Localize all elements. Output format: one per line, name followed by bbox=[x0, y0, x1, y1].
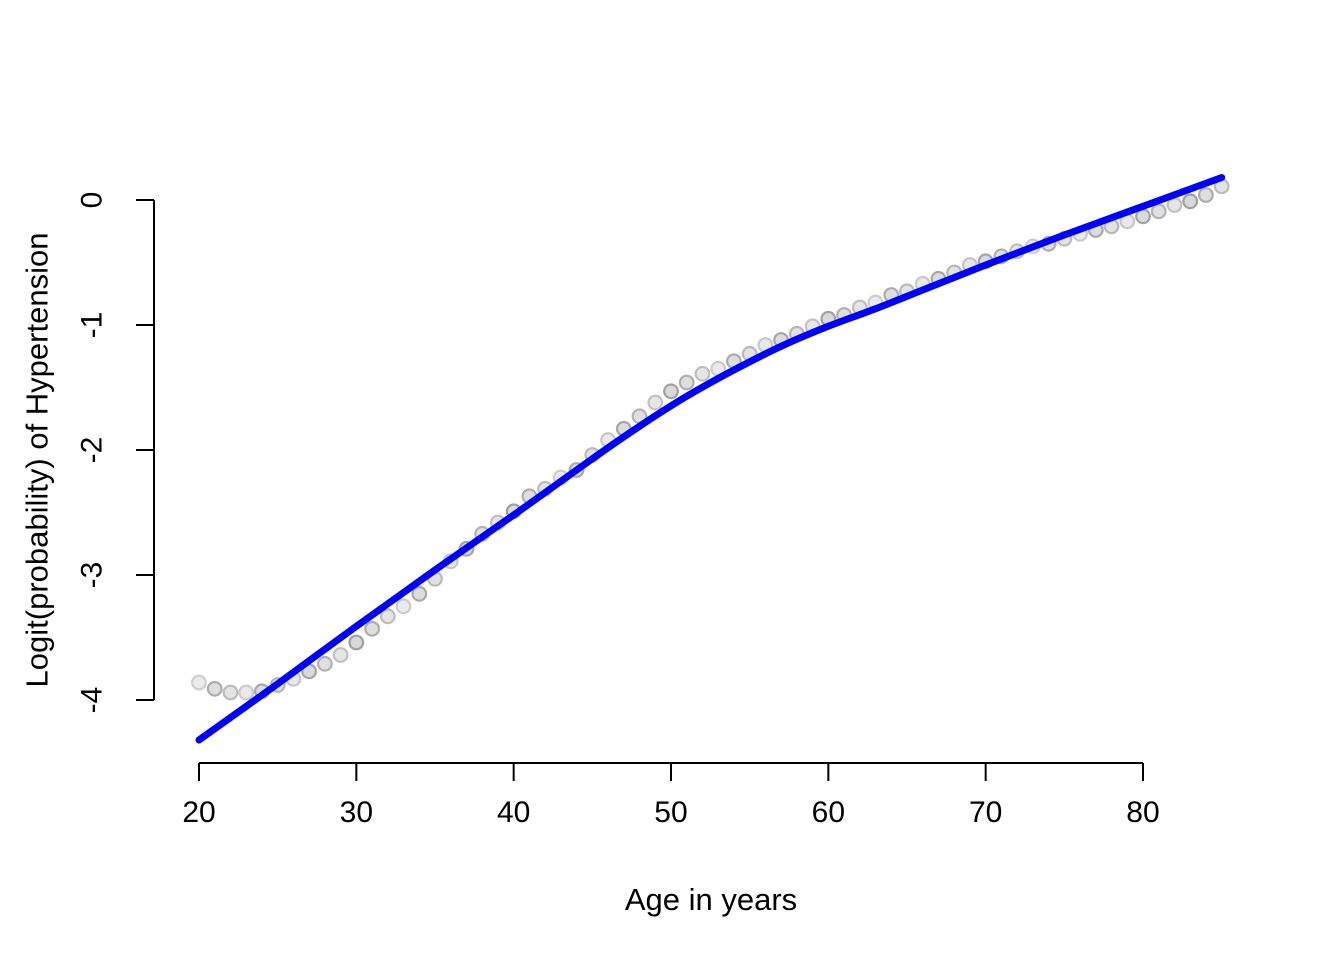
x-tick-label-60: 60 bbox=[812, 796, 845, 829]
scatter-point bbox=[663, 383, 679, 400]
x-axis: 20 30 40 50 60 70 80 bbox=[182, 762, 1160, 829]
scatter-point bbox=[332, 647, 349, 663]
x-axis-title: Age in years bbox=[625, 882, 797, 917]
y-axis: 0 -1 -2 -3 -4 bbox=[76, 192, 155, 714]
x-tick-label-30: 30 bbox=[340, 796, 373, 829]
spline-fit-line bbox=[195, 174, 1226, 744]
y-tick-label--3: -3 bbox=[76, 562, 109, 589]
y-axis-title: Logit(probability) of Hypertension bbox=[20, 233, 55, 688]
y-tick-label--1: -1 bbox=[76, 312, 109, 339]
x-tick-label-70: 70 bbox=[969, 796, 1002, 829]
scatter-point bbox=[1166, 197, 1183, 213]
scatter-points bbox=[191, 178, 1230, 701]
scatter-point bbox=[678, 374, 695, 391]
scatter-point bbox=[222, 684, 239, 701]
scatter-point bbox=[348, 634, 365, 651]
x-tick-label-20: 20 bbox=[182, 796, 215, 829]
scatter-point bbox=[1197, 187, 1214, 203]
scatter-point bbox=[1150, 203, 1167, 220]
scatter-point bbox=[379, 608, 396, 625]
scatter-point bbox=[694, 365, 711, 382]
scatter-point bbox=[411, 585, 428, 602]
x-tick-label-50: 50 bbox=[654, 796, 687, 829]
scatter-point bbox=[395, 598, 412, 615]
scatter-point bbox=[364, 620, 381, 637]
y-tick-label--4: -4 bbox=[76, 687, 109, 714]
scatter-point bbox=[206, 680, 223, 697]
scatter-point bbox=[1182, 193, 1199, 210]
scatter-point bbox=[191, 674, 207, 691]
x-tick-label-40: 40 bbox=[497, 796, 530, 829]
scatter-point bbox=[647, 394, 664, 411]
y-tick-label--2: -2 bbox=[76, 437, 109, 464]
scatter-point bbox=[317, 655, 333, 672]
x-tick-label-80: 80 bbox=[1126, 796, 1159, 829]
scatter-point bbox=[238, 684, 255, 701]
y-tick-label-0: 0 bbox=[76, 192, 109, 209]
